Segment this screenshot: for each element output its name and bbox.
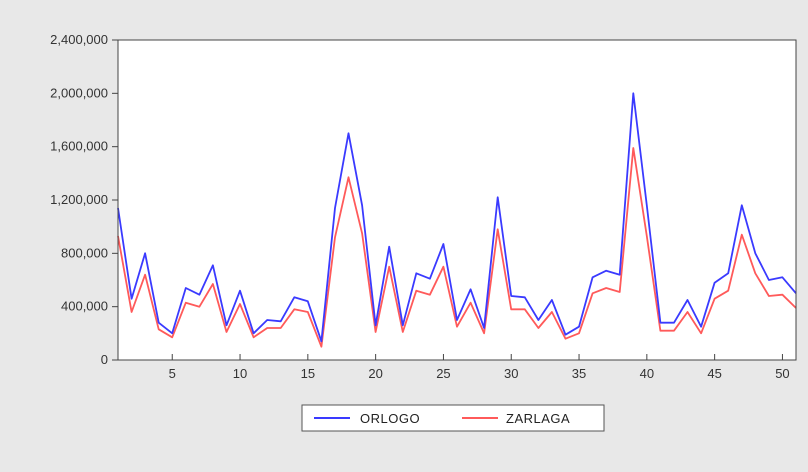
series-layer: [117, 92, 797, 348]
x-tick-label: 20: [368, 366, 382, 381]
x-tick-label: 50: [775, 366, 789, 381]
x-tick-label: 40: [640, 366, 654, 381]
y-tick-label: 1,200,000: [50, 192, 108, 207]
x-tick-label: 45: [707, 366, 721, 381]
legend-label-orlogo: ORLOGO: [360, 411, 420, 426]
x-tick-label: 15: [301, 366, 315, 381]
y-tick-label: 800,000: [61, 245, 108, 260]
x-tick-label: 35: [572, 366, 586, 381]
x-tick-label: 25: [436, 366, 450, 381]
y-tick-label: 2,400,000: [50, 32, 108, 47]
x-axis: 5 10 15 20 25 30 35 40 45 50: [169, 354, 790, 381]
x-tick-label: 5: [169, 366, 176, 381]
y-axis: 0 400,000 800,000 1,200,000 1,600,000 2,000,0…: [50, 32, 118, 367]
legend-label-zarlaga: ZARLAGA: [506, 411, 570, 426]
y-tick-label: 2,000,000: [50, 85, 108, 100]
series-line-orlogo: [117, 92, 797, 343]
plot-frame: [117, 39, 797, 361]
legend: ORLOGO ZARLAGA: [301, 404, 605, 432]
y-tick-label: 400,000: [61, 299, 108, 314]
x-tick-label: 30: [504, 366, 518, 381]
legend-box: [301, 404, 605, 432]
y-tick-label: 1,600,000: [50, 139, 108, 154]
x-tick-label: 10: [233, 366, 247, 381]
y-tick-label: 0: [101, 352, 108, 367]
series-line-zarlaga: [117, 147, 797, 348]
